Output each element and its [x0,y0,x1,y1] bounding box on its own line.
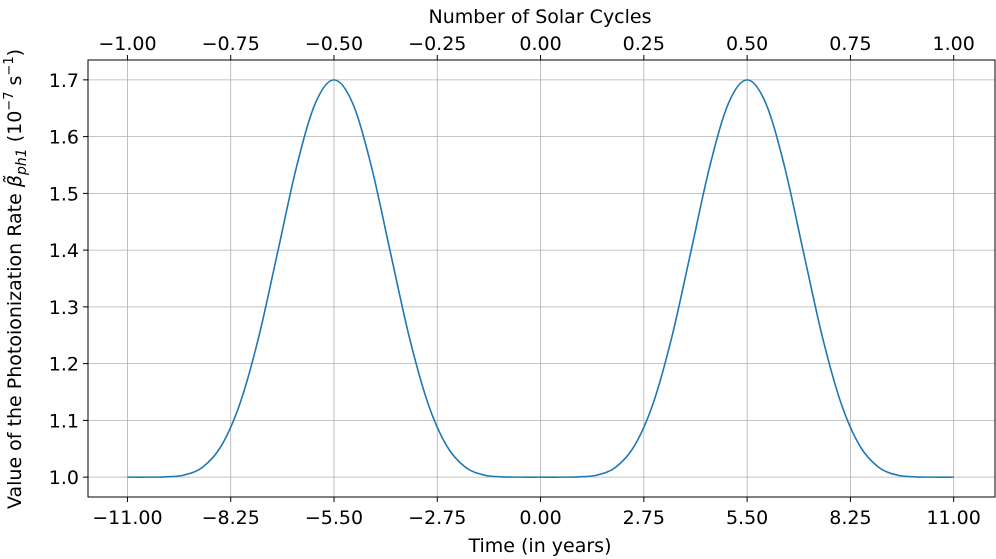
y-tick-label: 1.3 [49,297,79,319]
x-tick-label: −11.00 [92,507,162,529]
x-tick-label: −5.50 [305,507,363,529]
x-tick-label: −2.75 [408,507,466,529]
x-tick-label: −8.25 [202,507,260,529]
top-x-tick-label: 0.25 [623,33,665,55]
top-x-tick-label: 1.00 [933,33,975,55]
y-axis-label-unit-exp2: −1 [2,56,17,75]
y-tick-label: 1.6 [49,127,79,149]
y-axis-label: Value of the Photoionization Rate β̃ph1 … [2,49,31,509]
top-x-axis-label: Number of Solar Cycles [429,6,652,28]
y-axis-label-subscript: ph1 [14,148,30,176]
x-tick-label: 2.75 [623,507,665,529]
top-x-tick-label: 0.00 [519,33,561,55]
y-tick-label: 1.0 [49,467,79,489]
top-x-tick-label: −0.50 [305,33,363,55]
x-tick-label: 5.50 [726,507,768,529]
top-x-tick-label: 0.50 [726,33,768,55]
top-x-axis-ticks: −1.00 −0.75 −0.50 −0.25 0.00 0.25 0.50 0.75 1.00 [98,33,975,60]
x-axis-label: Time (in years) [467,535,611,557]
y-tick-label: 1.2 [49,354,79,376]
y-axis-label-text: Value of the Photoionization Rate [4,193,26,509]
top-x-tick-label: −1.00 [98,33,156,55]
y-axis-label-unit-suffix: ) [4,49,26,56]
y-tick-label: 1.7 [49,70,79,92]
y-axis-label-unit-mid: s [4,76,26,92]
grid [88,60,995,497]
x-tick-label: 11.00 [926,507,980,529]
x-tick-label: 0.00 [519,507,561,529]
y-tick-label: 1.4 [49,240,79,262]
top-x-tick-label: −0.25 [408,33,466,55]
series-line [127,79,954,478]
top-x-tick-label: −0.75 [202,33,260,55]
y-axis-label-symbol: β̃ [2,175,26,188]
top-x-tick-label: 0.75 [829,33,871,55]
y-tick-label: 1.1 [49,410,79,432]
x-tick-label: 8.25 [829,507,871,529]
y-axis-ticks: 1.0 1.1 1.2 1.3 1.4 1.5 1.6 1.7 [49,70,88,489]
y-axis-label-unit-exp1: −7 [2,92,17,111]
x-axis-ticks: −11.00 −8.25 −5.50 −2.75 0.00 2.75 5.50 8.25 11.… [92,497,981,529]
plot-frame [87,59,996,498]
y-axis-label-unit-prefix: (10 [4,111,26,143]
y-tick-label: 1.5 [49,183,79,205]
